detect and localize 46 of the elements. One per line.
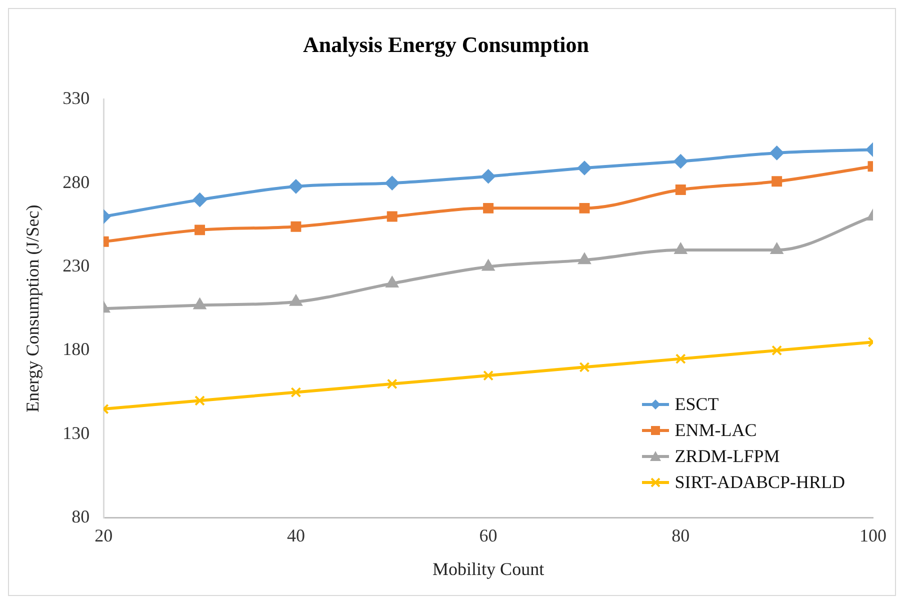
x-tick-label: 20 [94,525,113,546]
point [194,224,206,236]
point [577,161,592,176]
y-tick-label: 230 [62,255,90,276]
point [578,253,591,264]
x-tick-label: 80 [672,525,690,546]
y-axis-title: Energy Consumption (J/Sec) [22,204,43,412]
point [674,154,688,168]
point [290,387,302,398]
y-tick-label: 80 [72,506,90,527]
chart-title: Analysis Energy Consumption [302,32,590,57]
point [194,395,206,406]
point [674,243,687,254]
legend-label: ZRDM-LFPM [674,445,780,468]
y-tick-label: 130 [62,422,90,443]
point [770,243,784,254]
x-tick-label: 60 [479,525,498,546]
point [483,202,494,214]
point [483,370,494,381]
point [579,362,590,372]
y-tick-label: 180 [62,339,90,360]
point [482,260,494,271]
y-tick-label: 280 [62,172,90,192]
point [675,184,686,196]
point [770,146,784,160]
y-tick-label: 330 [62,88,90,108]
point [481,169,496,184]
point [772,345,782,356]
legend-label: SIRT-ADABCP-HRLD [674,471,845,494]
x-tick-label: 100 [860,525,886,546]
point [290,294,302,306]
point [386,276,398,288]
point [194,298,206,310]
point [290,221,302,232]
legend-label: ESCT [674,393,719,416]
point [386,378,398,390]
point [288,179,303,194]
point [772,176,782,187]
legend-label: ENM-LAC [674,419,757,442]
point [192,192,207,207]
point [386,211,398,222]
point [385,176,400,190]
x-tick-label: 40 [286,525,305,546]
point [579,202,590,214]
point [675,354,686,364]
x-axis-title: Mobility Count [432,558,544,579]
